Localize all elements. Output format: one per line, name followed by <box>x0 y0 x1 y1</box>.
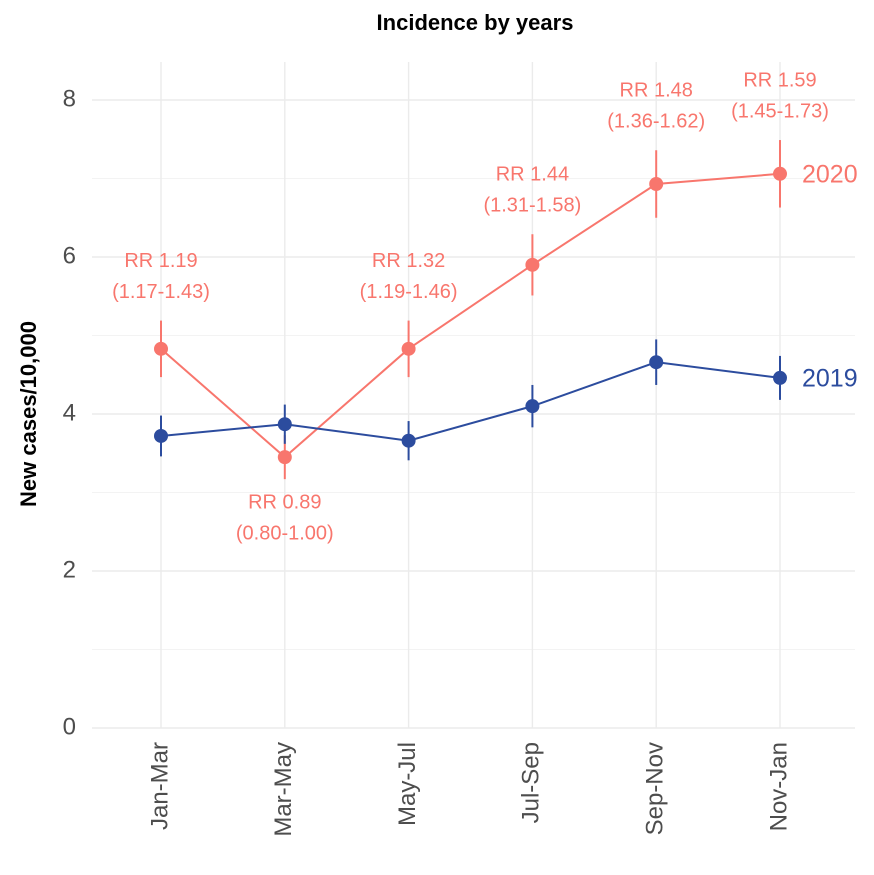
x-tick-label: May-Jul <box>394 742 421 826</box>
point <box>773 370 787 385</box>
annotation: RR 1.48 <box>620 80 693 102</box>
point <box>525 257 540 272</box>
chart-title: Incidence by years <box>377 10 574 35</box>
annotation: RR 1.59 <box>743 69 816 91</box>
series-line <box>160 172 781 459</box>
point <box>525 399 540 414</box>
point <box>277 417 292 432</box>
annotation: (1.45-1.73) <box>731 100 829 122</box>
point <box>401 433 416 448</box>
annotation: (1.19-1.46) <box>360 281 458 303</box>
annotation: RR 1.44 <box>496 164 569 186</box>
annotation: (1.17-1.43) <box>112 281 210 303</box>
y-tick-label: 4 <box>63 399 76 426</box>
annotation: (1.31-1.58) <box>483 195 581 217</box>
y-tick-label: 0 <box>63 713 76 740</box>
annotation: (0.80-1.00) <box>236 522 334 544</box>
annotation: (1.36-1.62) <box>607 111 705 133</box>
y-tick-label: 6 <box>63 242 76 269</box>
point <box>154 428 168 443</box>
point <box>649 355 664 370</box>
y-tick-label: 8 <box>63 85 76 112</box>
y-axis-title: New cases/10,000 <box>16 321 41 507</box>
point <box>773 166 787 181</box>
series-label: 2019 <box>802 364 858 392</box>
annotation: RR 0.89 <box>248 491 321 513</box>
series-line <box>160 361 781 442</box>
annotation: RR 1.19 <box>124 250 197 272</box>
point <box>649 176 664 191</box>
point <box>277 450 292 465</box>
annotation: RR 1.32 <box>372 250 445 272</box>
x-tick-label: Mar-May <box>270 742 297 837</box>
x-tick-label: Jan-Mar <box>146 742 173 830</box>
series-label: 2020 <box>802 160 858 188</box>
point <box>401 341 416 356</box>
x-tick-label: Jul-Sep <box>518 742 545 823</box>
point <box>154 341 168 356</box>
x-tick-label: Nov-Jan <box>765 742 792 831</box>
y-tick-label: 2 <box>63 556 76 583</box>
x-tick-label: Sep-Nov <box>642 742 669 835</box>
